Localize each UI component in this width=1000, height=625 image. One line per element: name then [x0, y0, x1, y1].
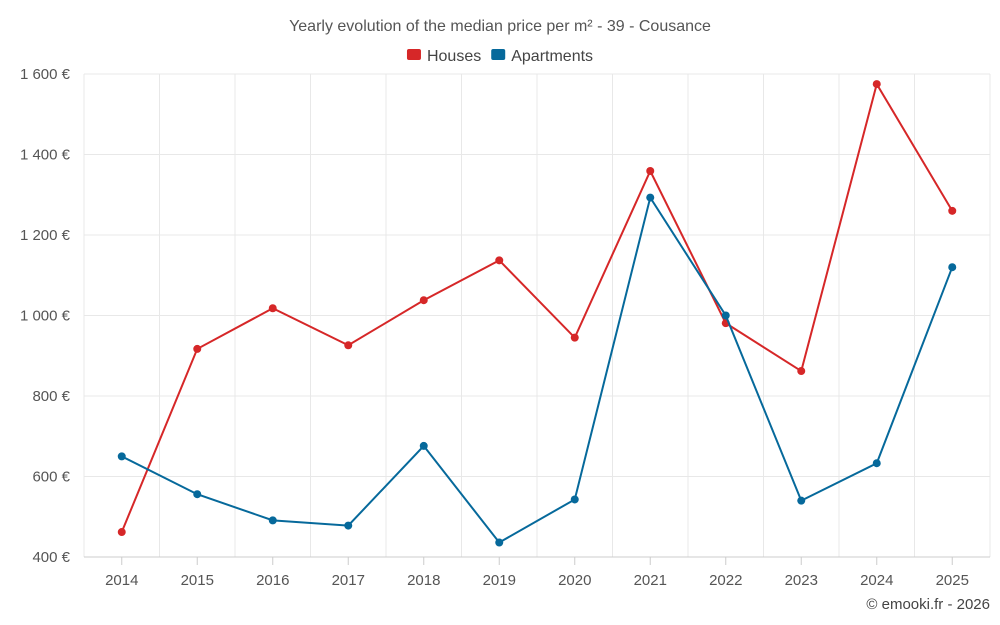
chart-title: Yearly evolution of the median price per… — [289, 18, 711, 35]
y-tick-label: 1 600 € — [20, 66, 71, 83]
x-tick-label: 2020 — [558, 572, 591, 589]
apartments-point[interactable] — [646, 193, 655, 202]
grid-lines — [83, 73, 991, 558]
houses-point[interactable] — [872, 80, 881, 89]
apartments-point[interactable] — [948, 263, 957, 272]
apartments-point[interactable] — [193, 490, 202, 499]
apartments-line — [121, 195, 954, 544]
credit-text: © emooki.fr - 2026 — [866, 596, 990, 613]
x-axis: 2014 2015 2016 2017 2018 2019 2020 2021 2022 2023… — [84, 556, 990, 589]
apartments-point[interactable] — [872, 459, 881, 468]
apartments-point[interactable] — [721, 311, 730, 320]
x-tick-label: 2024 — [860, 572, 893, 589]
x-tick-label: 2018 — [407, 572, 440, 589]
series-apartments — [117, 193, 957, 547]
legend-swatch-apartments — [491, 49, 506, 60]
legend-item-houses[interactable]: Houses — [406, 48, 481, 65]
apartments-point[interactable] — [495, 538, 504, 547]
houses-point[interactable] — [495, 256, 504, 265]
houses-point[interactable] — [193, 344, 202, 353]
legend-label-apartments: Apartments — [511, 48, 593, 65]
houses-point[interactable] — [268, 304, 277, 313]
apartments-point[interactable] — [419, 441, 428, 450]
x-tick-label: 2022 — [709, 572, 742, 589]
y-tick-label: 1 200 € — [20, 227, 71, 244]
y-tick-label: 1 400 € — [20, 147, 71, 164]
houses-point[interactable] — [344, 341, 353, 350]
apartments-point[interactable] — [268, 516, 277, 525]
y-tick-label: 1 000 € — [20, 308, 71, 325]
series-layer — [117, 80, 957, 547]
legend-label-houses: Houses — [427, 48, 481, 65]
x-tick-label: 2015 — [181, 572, 214, 589]
apartments-point[interactable] — [344, 521, 353, 530]
legend-swatch-houses — [406, 49, 421, 60]
houses-point[interactable] — [646, 167, 655, 176]
x-tick-label: 2021 — [634, 572, 667, 589]
y-tick-label: 600 € — [32, 469, 70, 486]
apartments-point[interactable] — [797, 496, 806, 505]
houses-point[interactable] — [419, 296, 428, 305]
houses-point[interactable] — [570, 333, 579, 342]
houses-point[interactable] — [797, 367, 806, 376]
x-tick-label: 2023 — [785, 572, 818, 589]
chart-legend[interactable]: Houses Apartments — [406, 48, 593, 65]
houses-point[interactable] — [117, 528, 126, 537]
y-tick-label: 800 € — [32, 388, 70, 405]
x-tick-label: 2014 — [105, 572, 138, 589]
series-houses — [117, 80, 957, 537]
x-tick-label: 2016 — [256, 572, 289, 589]
apartments-point[interactable] — [570, 495, 579, 504]
x-tick-label: 2019 — [483, 572, 516, 589]
x-tick-label: 2017 — [332, 572, 365, 589]
y-axis: 400 € 600 € 800 € 1 000 € 1 200 € 1 400 € 1 60… — [20, 66, 71, 566]
apartments-point[interactable] — [117, 452, 126, 461]
y-tick-label: 400 € — [32, 549, 70, 566]
legend-item-apartments[interactable]: Apartments — [491, 48, 593, 65]
houses-point[interactable] — [948, 206, 957, 215]
houses-line — [120, 81, 954, 533]
x-tick-label: 2025 — [936, 572, 969, 589]
